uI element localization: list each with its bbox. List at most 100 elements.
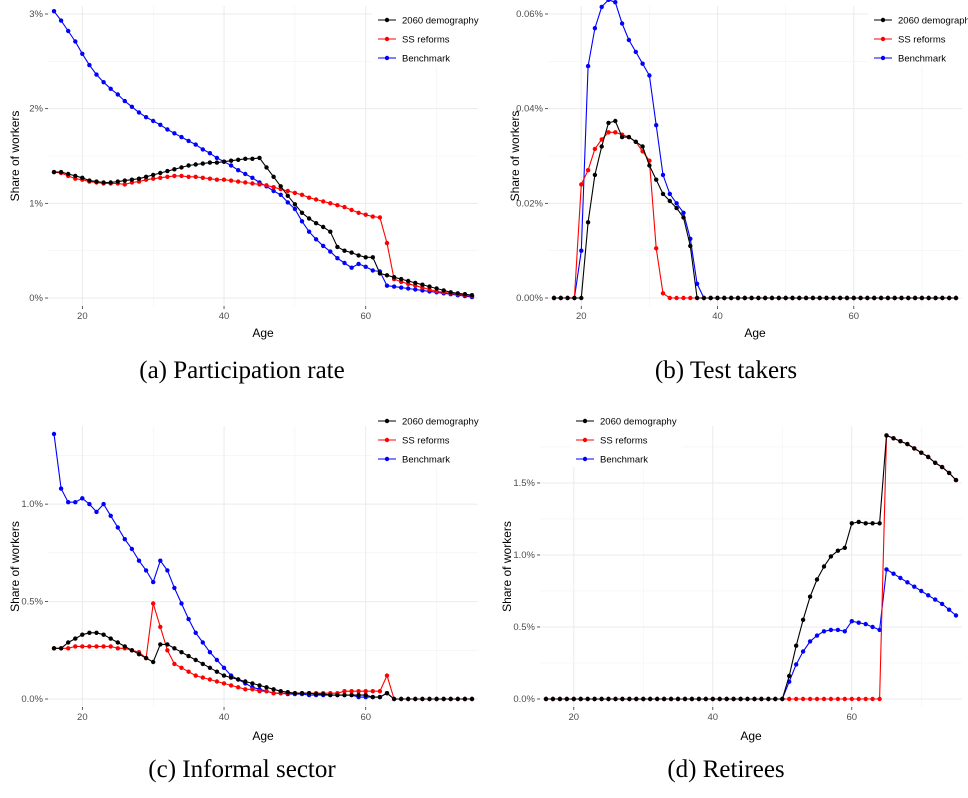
data-point bbox=[143, 568, 149, 573]
data-point bbox=[179, 173, 184, 179]
data-point bbox=[214, 155, 220, 161]
data-point bbox=[136, 110, 142, 115]
data-point bbox=[108, 644, 113, 649]
data-point bbox=[870, 696, 875, 702]
data-point bbox=[613, 696, 618, 702]
data-point bbox=[349, 265, 354, 270]
y-tick-label: 1% bbox=[29, 198, 43, 209]
x-tick-label: 60 bbox=[360, 712, 371, 723]
data-point bbox=[236, 677, 241, 682]
data-point bbox=[66, 171, 71, 177]
data-point bbox=[158, 175, 163, 180]
data-point bbox=[599, 144, 604, 149]
data-point bbox=[654, 123, 659, 128]
data-point bbox=[165, 642, 170, 647]
data-point bbox=[877, 696, 882, 702]
data-point bbox=[221, 665, 227, 670]
data-point bbox=[87, 178, 92, 183]
data-point bbox=[80, 496, 85, 501]
data-point bbox=[729, 295, 734, 301]
data-point bbox=[129, 177, 135, 182]
data-point bbox=[849, 696, 854, 702]
data-point bbox=[660, 291, 666, 296]
data-point bbox=[342, 692, 347, 698]
data-point bbox=[186, 174, 191, 179]
data-point bbox=[143, 655, 149, 661]
data-point bbox=[200, 147, 205, 152]
data-point bbox=[865, 295, 870, 301]
x-axis-title: Age bbox=[252, 326, 274, 340]
data-point bbox=[214, 177, 220, 182]
data-point bbox=[172, 131, 177, 136]
y-axis-title: Share of workers bbox=[8, 521, 22, 612]
data-point bbox=[787, 696, 792, 702]
data-point bbox=[731, 696, 736, 702]
data-point bbox=[842, 629, 847, 634]
series-ss-reforms bbox=[551, 130, 959, 301]
data-point bbox=[292, 691, 298, 696]
data-point bbox=[384, 673, 390, 678]
data-point bbox=[647, 163, 652, 168]
data-point bbox=[200, 175, 205, 180]
data-point bbox=[356, 253, 361, 258]
y-axis-title: Share of workers bbox=[8, 111, 22, 202]
series-line-2060-demography bbox=[54, 157, 473, 296]
data-point bbox=[655, 696, 660, 702]
data-point bbox=[940, 295, 945, 301]
data-point bbox=[933, 597, 938, 602]
data-point bbox=[807, 594, 813, 599]
data-point bbox=[558, 295, 563, 301]
data-point bbox=[715, 295, 720, 301]
data-point bbox=[214, 669, 220, 674]
x-tick-label: 60 bbox=[846, 712, 857, 723]
data-point bbox=[406, 286, 411, 291]
data-point bbox=[115, 646, 121, 651]
data-point bbox=[406, 696, 411, 702]
legend-label-2060-demography: 2060 demography bbox=[402, 16, 479, 27]
data-point bbox=[599, 137, 604, 142]
data-point bbox=[592, 172, 598, 178]
data-point bbox=[674, 295, 679, 301]
data-point bbox=[701, 295, 707, 301]
data-point bbox=[399, 696, 404, 702]
data-point bbox=[101, 632, 106, 637]
data-point bbox=[803, 295, 809, 301]
data-point bbox=[905, 580, 910, 585]
data-point bbox=[606, 696, 611, 702]
data-point bbox=[694, 295, 700, 301]
data-point bbox=[58, 486, 64, 491]
data-point bbox=[328, 249, 333, 254]
data-point bbox=[193, 162, 198, 167]
data-point bbox=[207, 677, 213, 682]
data-point bbox=[122, 537, 128, 542]
data-point bbox=[878, 295, 884, 301]
data-point bbox=[585, 220, 591, 225]
data-point bbox=[342, 204, 347, 210]
data-point bbox=[856, 620, 861, 625]
data-point bbox=[73, 173, 78, 179]
data-point bbox=[257, 155, 262, 161]
legend-key-point bbox=[582, 456, 588, 462]
data-point bbox=[814, 633, 820, 638]
data-point bbox=[143, 174, 149, 179]
data-point bbox=[800, 649, 806, 654]
data-point bbox=[214, 160, 220, 165]
data-point bbox=[115, 640, 121, 645]
data-point bbox=[101, 644, 106, 649]
data-point bbox=[228, 158, 234, 163]
data-point bbox=[633, 49, 638, 55]
data-point bbox=[627, 696, 632, 702]
data-point bbox=[257, 683, 262, 688]
x-tick-label: 60 bbox=[360, 311, 371, 322]
data-point bbox=[899, 295, 904, 301]
data-point bbox=[151, 579, 156, 585]
data-point bbox=[292, 206, 298, 212]
data-point bbox=[648, 696, 653, 702]
data-point bbox=[688, 243, 693, 249]
data-point bbox=[250, 181, 255, 186]
data-point bbox=[773, 696, 778, 702]
data-point bbox=[342, 248, 347, 253]
data-point bbox=[898, 575, 903, 581]
data-point bbox=[115, 525, 121, 530]
data-point bbox=[186, 138, 191, 144]
